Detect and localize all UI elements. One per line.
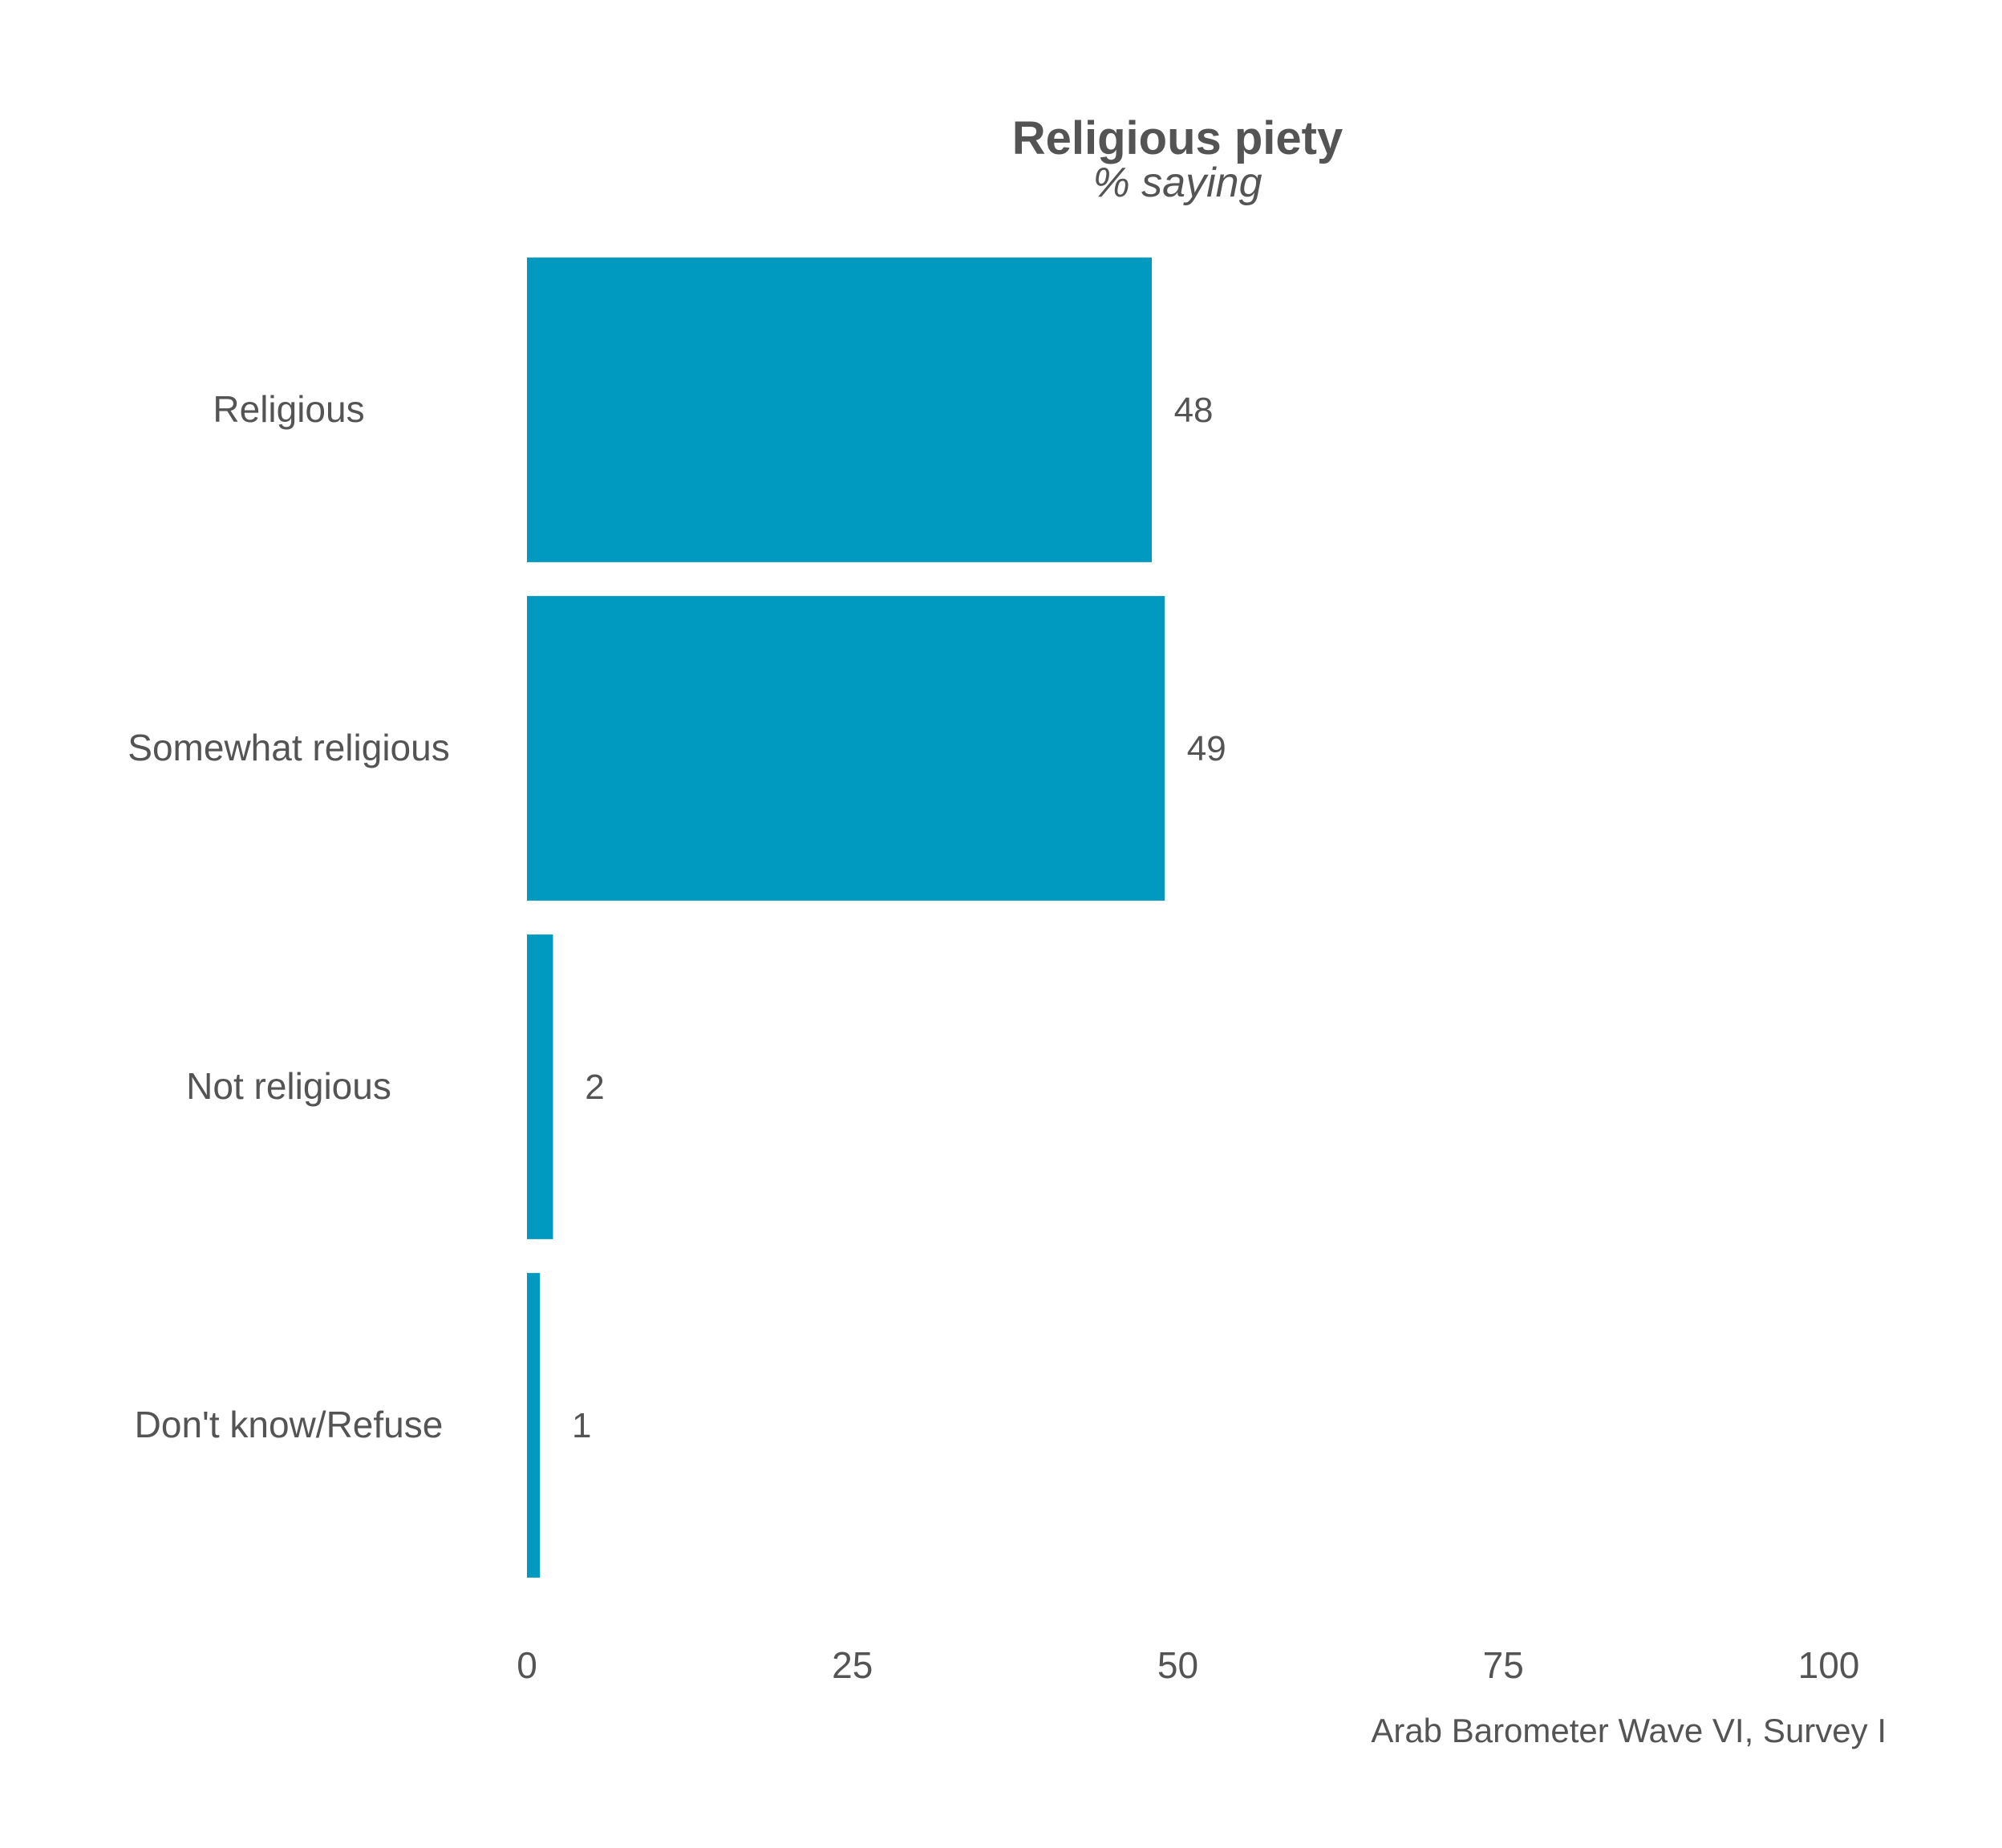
- chart-title: Religious piety: [1012, 112, 1343, 164]
- bar-don-t-know-refuse: [527, 1273, 541, 1578]
- chart-subtitle: % saying: [1093, 160, 1262, 206]
- x-tick-label-100: 100: [1798, 1644, 1860, 1686]
- data-label-don-t-know-refuse: 1: [572, 1406, 591, 1445]
- category-label-somewhat-religious: Somewhat religious: [128, 727, 449, 768]
- x-tick-label-75: 75: [1483, 1644, 1524, 1686]
- data-labels-group: 48 49 2 1: [572, 391, 1226, 1445]
- bars-group: [527, 257, 1165, 1578]
- x-tick-label-25: 25: [832, 1644, 873, 1686]
- category-labels-group: Religious Somewhat religious Not religious…: [128, 388, 449, 1445]
- x-tick-label-50: 50: [1157, 1644, 1198, 1686]
- bar-not-religious: [527, 934, 553, 1239]
- category-label-don-t-know-refuse: Don't know/Refuse: [135, 1404, 444, 1445]
- bar-religious: [527, 257, 1153, 562]
- data-label-religious: 48: [1174, 391, 1214, 430]
- data-label-somewhat-religious: 49: [1187, 729, 1226, 768]
- data-label-not-religious: 2: [585, 1068, 604, 1107]
- x-tick-label-0: 0: [517, 1644, 537, 1686]
- category-label-religious: Religious: [213, 388, 364, 430]
- bar-somewhat-religious: [527, 596, 1165, 901]
- category-label-not-religious: Not religious: [186, 1065, 391, 1107]
- x-axis-tick-labels: 0 25 50 75 100: [517, 1644, 1859, 1686]
- chart-caption: Arab Barometer Wave VI, Survey I: [1371, 1712, 1886, 1749]
